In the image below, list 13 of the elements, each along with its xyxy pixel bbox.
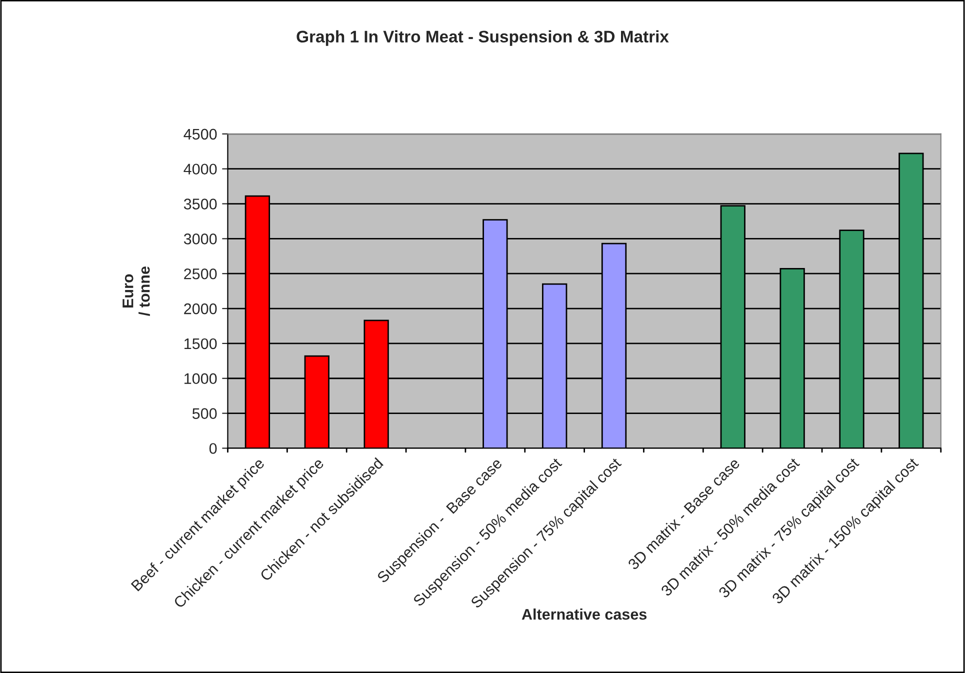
y-tick-label: 1000 xyxy=(184,373,217,384)
x-axis-title: Alternative cases xyxy=(522,608,647,620)
y-tick-label: 0 xyxy=(209,443,217,454)
y-tick-label: 3000 xyxy=(184,234,217,244)
y-tick-label: 4500 xyxy=(184,128,217,140)
y-tick-label: 500 xyxy=(192,408,217,419)
y-tick-label: 3500 xyxy=(184,198,217,210)
y-tick-label: 1500 xyxy=(184,338,217,350)
y-tick-label: 2500 xyxy=(184,268,217,280)
chart-title: Graph 1 In Vitro Meat - Suspension & 3D Matrix xyxy=(296,30,669,46)
y-tick-label: 4000 xyxy=(184,164,217,175)
y-axis-title: Euro / tonne xyxy=(122,266,150,316)
y-tick-label: 2000 xyxy=(184,303,217,314)
